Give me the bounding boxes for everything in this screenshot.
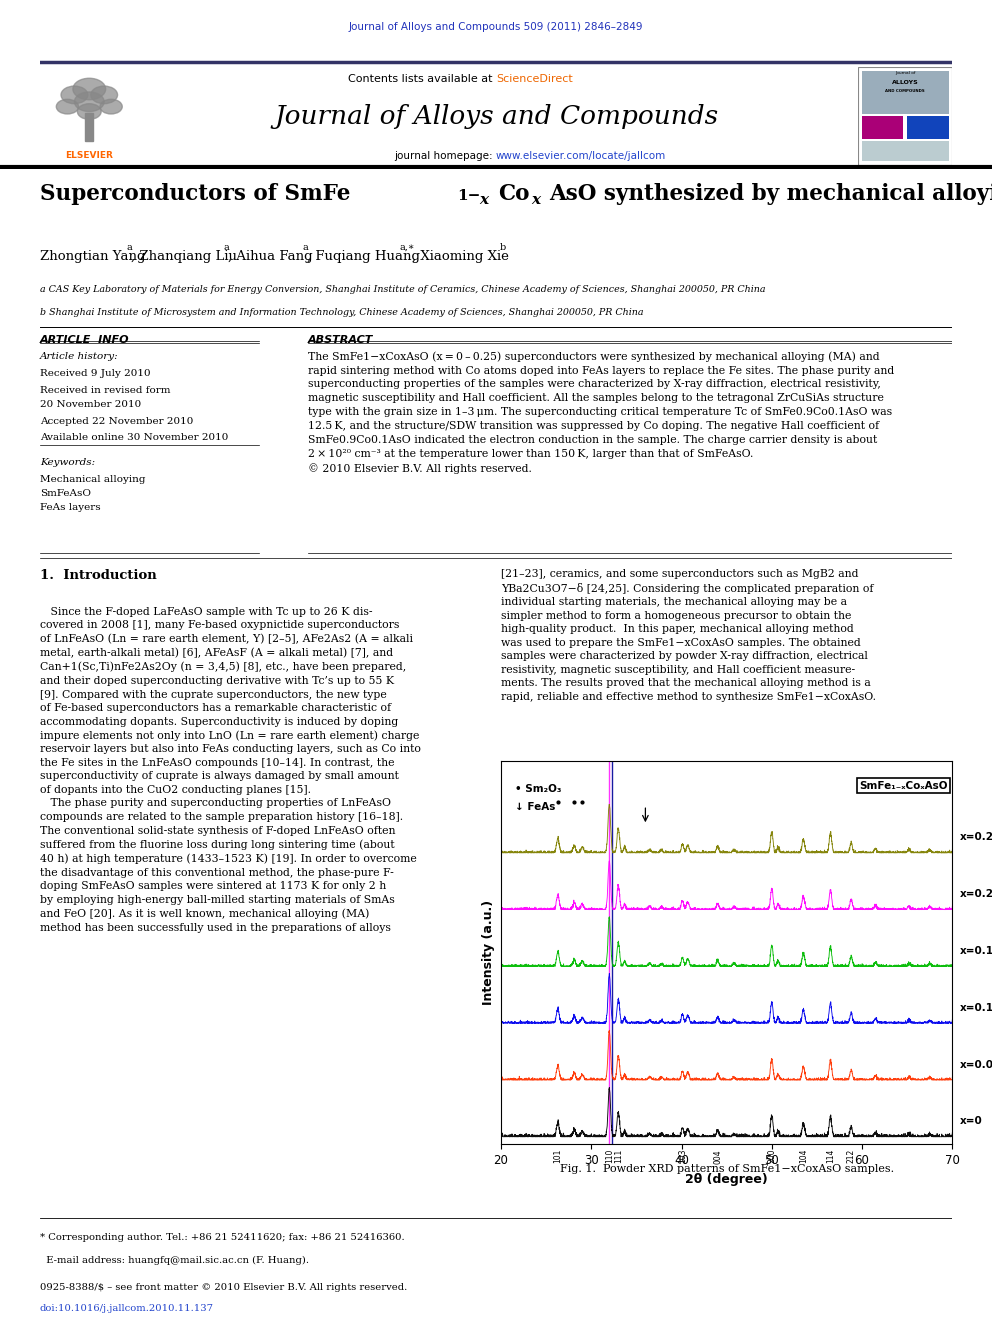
Text: x: x xyxy=(532,193,541,206)
Text: , Zhanqiang Liu: , Zhanqiang Liu xyxy=(131,250,237,263)
Text: ScienceDirect: ScienceDirect xyxy=(496,74,572,85)
Bar xyxy=(85,114,93,140)
Text: Since the F-doped LaFeAsO sample with Tc up to 26 K dis-
covered in 2008 [1], ma: Since the F-doped LaFeAsO sample with Tc… xyxy=(40,607,421,933)
Bar xyxy=(862,71,948,115)
Text: b Shanghai Institute of Microsystem and Information Technology, Chinese Academy : b Shanghai Institute of Microsystem and … xyxy=(40,308,643,318)
Ellipse shape xyxy=(100,99,122,114)
Y-axis label: Intensity (a.u.): Intensity (a.u.) xyxy=(482,900,495,1005)
Text: Received 9 July 2010: Received 9 July 2010 xyxy=(40,369,151,378)
Ellipse shape xyxy=(62,86,87,103)
Text: 004: 004 xyxy=(713,1148,722,1164)
Text: 104: 104 xyxy=(799,1148,807,1163)
Text: 103: 103 xyxy=(678,1148,686,1163)
Text: 212: 212 xyxy=(847,1148,856,1163)
Text: Zhongtian Yang: Zhongtian Yang xyxy=(40,250,145,263)
Text: 111: 111 xyxy=(614,1148,623,1163)
Ellipse shape xyxy=(91,86,118,103)
Text: SmFeAsO: SmFeAsO xyxy=(40,490,90,497)
Text: [21–23], ceramics, and some superconductors such as MgB2 and
YBa2Cu3O7−δ [24,25]: [21–23], ceramics, and some superconduct… xyxy=(501,569,876,703)
Text: Mechanical alloying: Mechanical alloying xyxy=(40,475,145,483)
Text: Contents lists available at: Contents lists available at xyxy=(348,74,496,85)
Text: ELSEVIER: ELSEVIER xyxy=(65,151,113,160)
Text: 0925-8388/$ – see front matter © 2010 Elsevier B.V. All rights reserved.: 0925-8388/$ – see front matter © 2010 El… xyxy=(40,1283,407,1291)
Text: SmFe₁₋ₓCoₓAsO: SmFe₁₋ₓCoₓAsO xyxy=(859,781,947,791)
Text: E-mail address: huangfq@mail.sic.ac.cn (F. Huang).: E-mail address: huangfq@mail.sic.ac.cn (… xyxy=(40,1256,309,1265)
Text: ALLOYS: ALLOYS xyxy=(892,79,919,85)
Text: Keywords:: Keywords: xyxy=(40,458,95,467)
Text: 110: 110 xyxy=(605,1148,614,1163)
Text: journal homepage:: journal homepage: xyxy=(394,151,496,160)
Text: FeAs layers: FeAs layers xyxy=(40,504,100,512)
X-axis label: 2θ (degree): 2θ (degree) xyxy=(685,1172,768,1185)
Text: 101: 101 xyxy=(554,1148,562,1163)
Text: Received in revised form: Received in revised form xyxy=(40,385,171,394)
Text: , Xiaoming Xie: , Xiaoming Xie xyxy=(413,250,509,263)
Text: x=0.15: x=0.15 xyxy=(959,946,992,957)
Text: x=0.05: x=0.05 xyxy=(959,1060,992,1069)
Text: x=0.10: x=0.10 xyxy=(959,1003,992,1013)
Text: a CAS Key Laboratory of Materials for Energy Conversion, Shanghai Institute of C: a CAS Key Laboratory of Materials for En… xyxy=(40,284,765,294)
Text: 114: 114 xyxy=(826,1148,835,1163)
Text: b: b xyxy=(499,243,506,253)
Text: Accepted 22 November 2010: Accepted 22 November 2010 xyxy=(40,417,193,426)
Text: ABSTRACT: ABSTRACT xyxy=(308,335,373,344)
Text: 1.  Introduction: 1. Introduction xyxy=(40,569,157,582)
Text: Superconductors of SmFe: Superconductors of SmFe xyxy=(40,183,350,205)
Text: Article history:: Article history: xyxy=(40,352,118,361)
Text: Journal of Alloys and Compounds 509 (2011) 2846–2849: Journal of Alloys and Compounds 509 (201… xyxy=(349,21,643,32)
Text: x=0.25: x=0.25 xyxy=(959,832,992,843)
Text: doi:10.1016/j.jallcom.2010.11.137: doi:10.1016/j.jallcom.2010.11.137 xyxy=(40,1304,213,1314)
Ellipse shape xyxy=(77,103,101,119)
Text: Journal of Alloys and Compounds: Journal of Alloys and Compounds xyxy=(274,105,718,128)
Text: www.elsevier.com/locate/jallcom: www.elsevier.com/locate/jallcom xyxy=(496,151,667,160)
Text: ↓ FeAs: ↓ FeAs xyxy=(515,802,555,812)
Text: Co: Co xyxy=(498,183,530,205)
Text: ARTICLE  INFO: ARTICLE INFO xyxy=(40,335,129,344)
Text: 1−: 1− xyxy=(457,189,481,202)
Text: x=0.20: x=0.20 xyxy=(959,889,992,900)
Text: x: x xyxy=(479,193,489,206)
Text: Journal of: Journal of xyxy=(895,71,916,75)
Text: 20 November 2010: 20 November 2010 xyxy=(40,400,141,409)
Ellipse shape xyxy=(73,78,105,99)
Text: Available online 30 November 2010: Available online 30 November 2010 xyxy=(40,434,228,442)
Bar xyxy=(907,116,948,139)
Text: • Sm₂O₃: • Sm₂O₃ xyxy=(515,783,561,794)
Text: x=0: x=0 xyxy=(959,1117,982,1126)
Text: 200: 200 xyxy=(767,1148,777,1163)
Text: a: a xyxy=(303,243,309,253)
Text: Fig. 1.  Powder XRD patterns of SmFe1−xCoxAsO samples.: Fig. 1. Powder XRD patterns of SmFe1−xCo… xyxy=(559,1164,894,1174)
Ellipse shape xyxy=(57,99,78,114)
Text: a: a xyxy=(224,243,229,253)
Text: * Corresponding author. Tel.: +86 21 52411620; fax: +86 21 52416360.: * Corresponding author. Tel.: +86 21 524… xyxy=(40,1233,405,1242)
Text: a: a xyxy=(127,243,132,253)
Text: , Fuqiang Huang: , Fuqiang Huang xyxy=(307,250,420,263)
Text: AsO synthesized by mechanical alloying: AsO synthesized by mechanical alloying xyxy=(549,183,992,205)
Text: The SmFe1−xCoxAsO (x = 0 – 0.25) superconductors were synthesized by mechanical : The SmFe1−xCoxAsO (x = 0 – 0.25) superco… xyxy=(308,351,894,474)
Ellipse shape xyxy=(74,91,104,111)
Bar xyxy=(862,140,948,161)
Text: , Aihua Fang: , Aihua Fang xyxy=(228,250,312,263)
Text: AND COMPOUNDS: AND COMPOUNDS xyxy=(886,89,925,93)
Bar xyxy=(862,116,904,139)
Text: a,∗: a,∗ xyxy=(400,243,416,253)
